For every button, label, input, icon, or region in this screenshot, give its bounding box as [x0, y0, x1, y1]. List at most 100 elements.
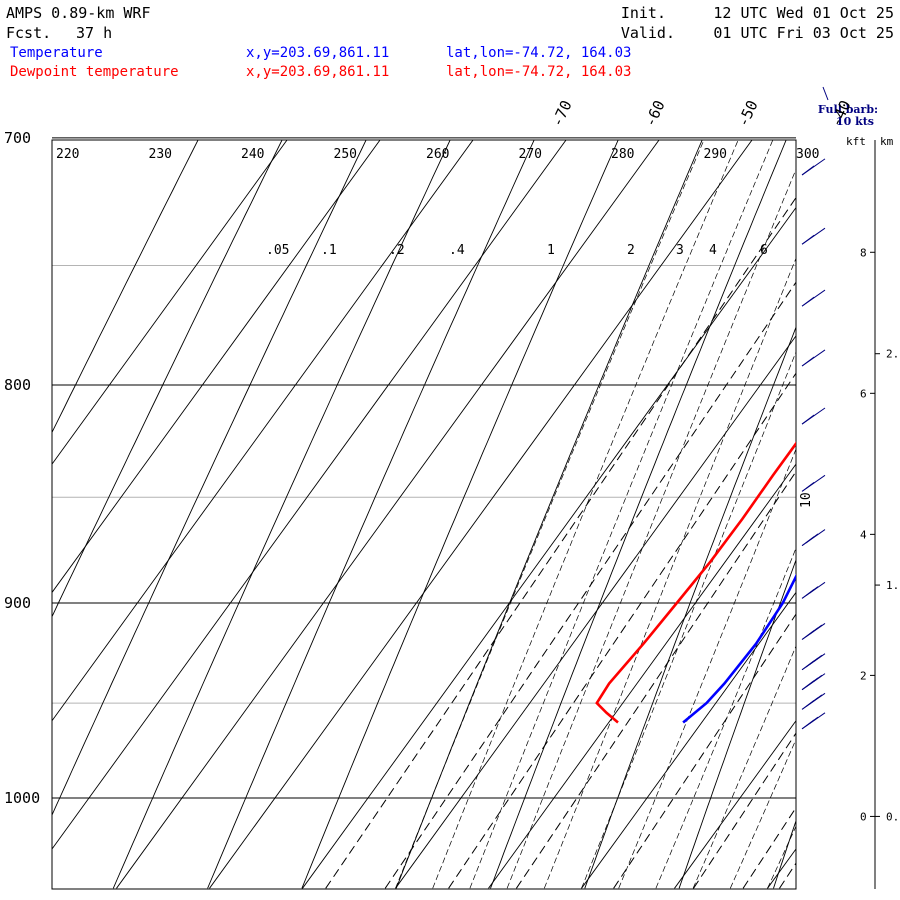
wind-barb-flag	[801, 356, 815, 367]
dry-adiabat	[773, 819, 796, 889]
theta-label: 300	[796, 147, 819, 162]
moist-adiabat-label: 10	[799, 492, 814, 508]
moist-adiabat	[655, 547, 796, 889]
theta-label: 260	[426, 147, 449, 162]
isotherm	[302, 206, 796, 889]
km-tick-label: 2.	[886, 348, 899, 361]
mixing-ratio-label: .05	[266, 243, 289, 258]
theta-label: 290	[704, 147, 727, 162]
moist-adiabat	[395, 140, 705, 889]
legend-dewpoint-xy: x,y=203.69,861.11	[246, 64, 389, 80]
theta-label: 270	[519, 147, 542, 162]
legend-temperature-latlon: lat,lon=-74.72, 164.03	[446, 45, 631, 61]
dry-adiabat	[584, 325, 796, 889]
barb-key-tick	[822, 86, 829, 101]
km-tick-label: 0.	[886, 810, 899, 823]
mixing-ratio-label: 4	[709, 243, 717, 258]
dewpoint-line	[595, 441, 796, 724]
moist-adiabat	[805, 111, 900, 888]
mixing-ratio-line	[779, 862, 796, 889]
pressure-tick-label: 1000	[4, 789, 40, 807]
mixing-ratio-label: 2	[627, 243, 635, 258]
theta-label: 280	[611, 147, 634, 162]
dry-adiabat	[52, 140, 367, 817]
isotherm	[52, 140, 381, 594]
init-time: 12 UTC Wed 01 Oct 25	[713, 4, 894, 22]
isotherm	[488, 463, 796, 889]
kft-tick-label: 0	[860, 810, 867, 823]
wind-barb-flag	[809, 624, 823, 635]
wind-barb-flag	[801, 234, 815, 245]
isotherm	[209, 140, 753, 889]
chart-labels: 7008009001000-70-60-50-40-30-20-10022023…	[4, 98, 855, 807]
temperature-line	[682, 573, 796, 724]
wind-barbs	[801, 158, 826, 730]
mixing-ratio-line	[515, 470, 796, 889]
height-ticks: 0 2 4 6 8 0. 1. 2.	[860, 246, 899, 823]
theta-label: 220	[56, 147, 79, 162]
mixing-ratio-label: 3	[676, 243, 684, 258]
theta-label: 240	[241, 147, 264, 162]
mixing-ratio-line	[384, 281, 796, 889]
dry-adiabat	[868, 111, 900, 888]
moist-adiabat	[842, 111, 900, 888]
moist-adiabat	[692, 645, 796, 889]
legend-temperature-xy: x,y=203.69,861.11	[246, 45, 389, 61]
wind-barb-half	[809, 718, 817, 724]
legend-dewpoint-name: Dewpoint temperature	[10, 64, 179, 80]
mixing-ratio-label: .4	[449, 243, 465, 258]
barb-key-line1: Full barb:	[818, 103, 878, 116]
pressure-grid	[52, 137, 796, 799]
mixing-ratio-label: 1	[547, 243, 555, 258]
moist-adiabat	[543, 257, 796, 889]
moist-adiabat	[506, 168, 796, 889]
isotherm	[395, 335, 796, 889]
kft-label: kft	[846, 135, 866, 148]
fcst-hours: 37 h	[76, 24, 112, 42]
pressure-tick-label: 700	[4, 129, 31, 147]
dry-adiabat	[52, 140, 283, 618]
temperature-tick-label: -70	[548, 98, 576, 130]
mixing-ratio-line	[872, 111, 900, 888]
legend-dewpoint-latlon: lat,lon=-74.72, 164.03	[446, 64, 631, 80]
wind-barb-flag	[805, 533, 819, 544]
wind-barb-half	[813, 656, 821, 662]
isotherm	[674, 719, 796, 889]
dry-adiabat	[301, 140, 619, 889]
mixing-ratio-line	[833, 111, 900, 888]
kft-tick-label: 2	[860, 669, 867, 682]
dry-adiabat	[490, 140, 787, 889]
moist-adiabat	[618, 448, 796, 889]
mixing-ratio-label: 6	[760, 243, 768, 258]
wind-barb-half	[813, 676, 821, 682]
theta-label: 250	[334, 147, 357, 162]
isotherm	[581, 591, 796, 889]
fcst-label: Fcst.	[6, 24, 51, 42]
temperature-tick-label: -50	[734, 98, 762, 130]
wind-barb-flag	[801, 165, 815, 176]
wind-barb-flag	[801, 296, 815, 307]
dry-adiabat	[678, 558, 796, 889]
theta-label: 230	[149, 147, 172, 162]
mixing-ratio-line	[613, 613, 796, 889]
mixing-ratio-line	[325, 196, 796, 889]
mixing-ratio-label: .1	[321, 243, 337, 258]
moist-adiabat	[729, 738, 796, 889]
isotherm	[116, 140, 660, 889]
kft-tick-label: 6	[860, 387, 867, 400]
isotherm	[861, 111, 900, 888]
valid-time: 01 UTC Fri 03 Oct 25	[713, 24, 894, 42]
mixing-ratio-label: .2	[389, 243, 405, 258]
mixing-ratio-line	[693, 732, 796, 889]
isotherm	[52, 140, 567, 850]
sounding-series	[595, 441, 796, 724]
moist-adiabat	[432, 140, 739, 889]
isotherm	[52, 140, 474, 722]
wind-barb-flag	[801, 414, 815, 425]
init-label: Init.	[621, 4, 666, 22]
pressure-tick-label: 900	[4, 594, 31, 612]
km-tick-label: 1.	[886, 579, 899, 592]
kft-tick-label: 4	[860, 528, 867, 541]
background-lines	[52, 111, 900, 889]
